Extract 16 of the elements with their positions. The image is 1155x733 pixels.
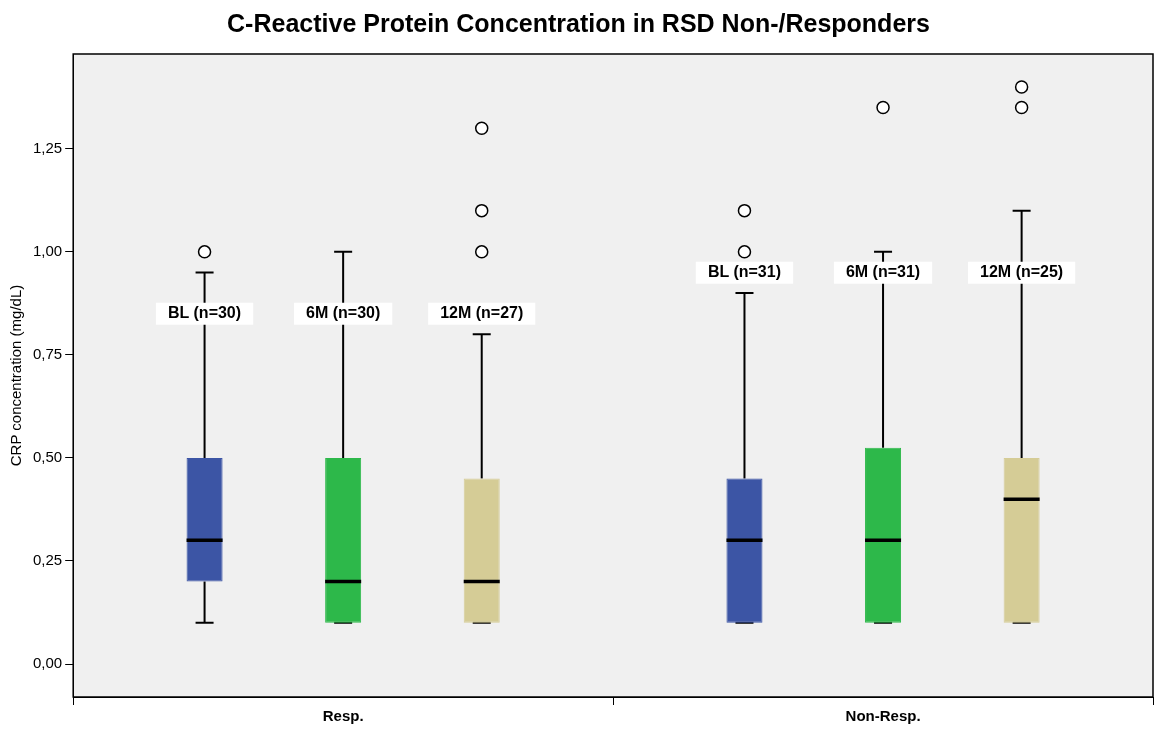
- annotation: BL (n=31): [707, 263, 781, 281]
- y-tick-label: 0,25: [32, 551, 63, 569]
- y-tick-label: 0,50: [32, 448, 63, 466]
- annotation: 12M (n=25): [980, 263, 1064, 281]
- y-tick-label: 1,00: [32, 241, 63, 259]
- y-tick-label: 1,25: [32, 138, 63, 156]
- x-tick-label: Non-Resp.: [845, 707, 921, 725]
- annotation: BL (n=30): [168, 304, 242, 322]
- x-tick-label: Resp.: [322, 707, 364, 725]
- annotation: 6M (n=30): [306, 304, 381, 322]
- chart-title: C-Reactive Protein Concentration in RSD Non-/Responders: [227, 8, 930, 37]
- y-axis-title: CRP concentration (mg/dL): [7, 284, 25, 467]
- annotation: 6M (n=31): [845, 263, 921, 281]
- y-tick-label: 0,00: [32, 654, 63, 672]
- y-tick-label: 0,75: [32, 345, 63, 363]
- annotation: 12M (n=27): [440, 304, 524, 322]
